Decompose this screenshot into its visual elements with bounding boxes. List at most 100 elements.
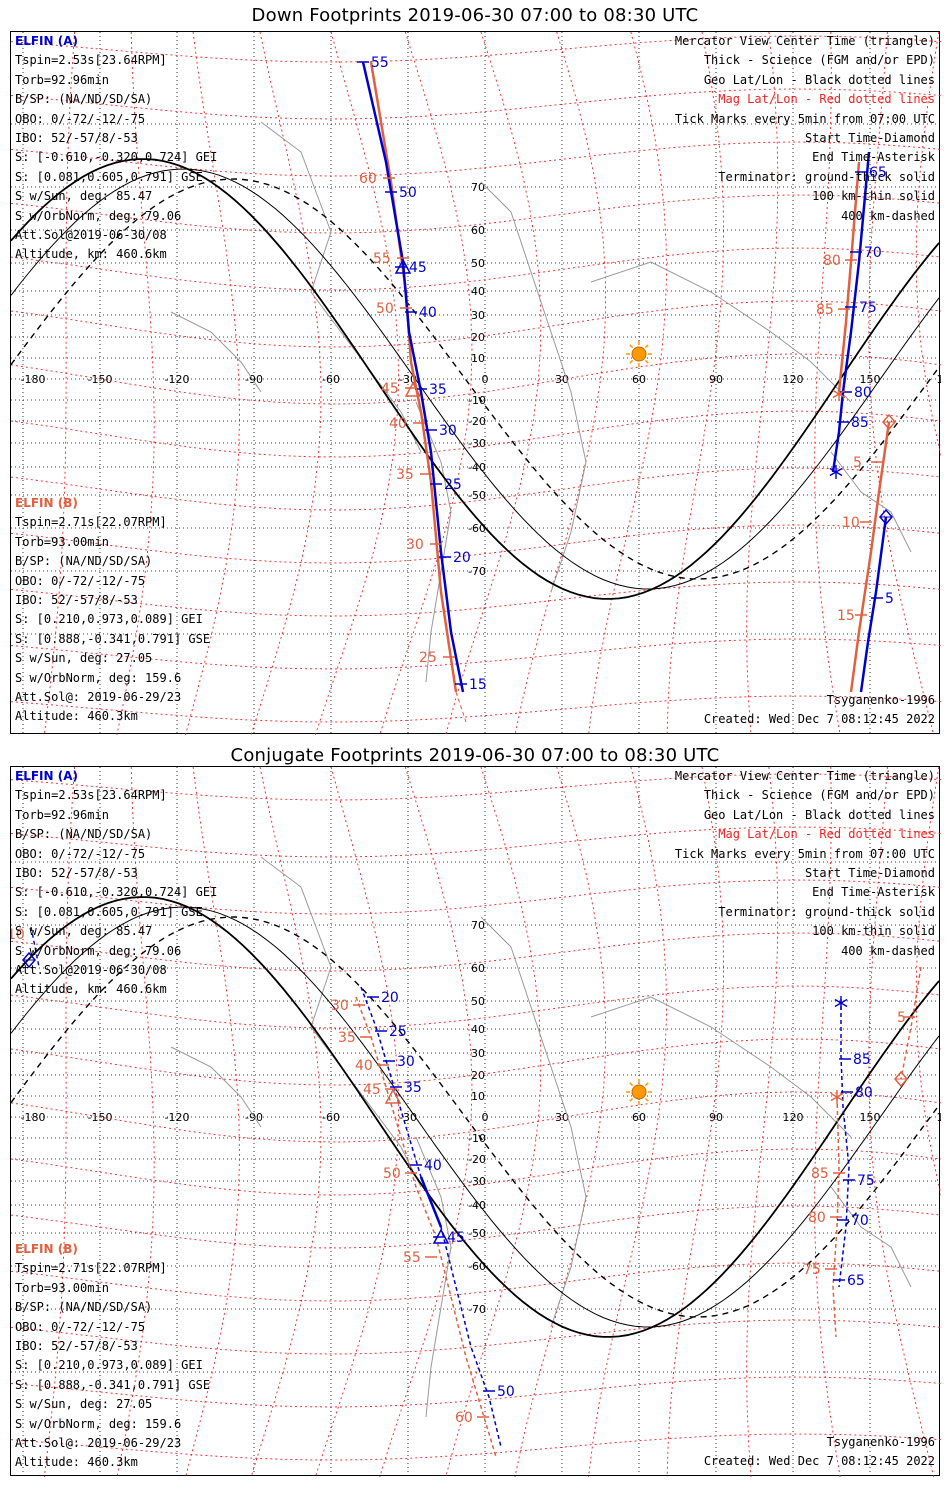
footer-info: Tsyganenko-1996 Created: Wed Dec 7 08:12… [704,1433,935,1471]
elfin-a-header: ELFIN (A) [15,34,78,48]
info-line: Torb=93.00min [15,1280,109,1295]
track-tick-label: 30 [397,1054,415,1070]
info-line: Torb=92.96min [15,72,109,87]
terminator-400km [11,916,940,1318]
legend-line: Thick - Science (FGM and/or EPD) [703,53,935,68]
legend-line: Start Time-Diamond [804,866,935,881]
mag-parallel [11,141,941,177]
track-tick-label: 5 [853,455,862,471]
track-tick-label: 70 [851,1213,869,1229]
lon-label: -60 [322,373,340,386]
lat-label: 70 [471,181,485,194]
sun-ray [644,344,649,349]
lat-label: 70 [471,919,485,932]
mag-parallel [11,985,941,1029]
terminator-400km [11,178,940,580]
model-name: Tsyganenko-1996 [826,693,935,707]
mag-parallel [11,35,941,63]
lon-label: 0 [482,1111,489,1124]
legend-line: 400 km-dashed [841,208,935,223]
track-tick-label: 45 [381,381,399,397]
asterisk-marker [829,467,843,477]
track-tick-label: 25 [389,1024,407,1040]
legend-line: Start Time-Diamond [804,131,935,146]
triangle-marker [432,1228,450,1244]
model-name: Tsyganenko-1996 [826,1435,935,1449]
footer-info: Tsyganenko-1996 Created: Wed Dec 7 08:12… [704,691,935,729]
track-tick-label: 10 [842,515,860,531]
track-tick-label: 50 [383,1166,401,1182]
sun-ray [629,359,634,364]
track-tick-label: 75 [803,1262,821,1278]
elfin-b-track [849,421,891,693]
info-line: S w/Sun, deg: 85.47 [15,924,153,939]
legend-line: Thick - Science (FGM and/or EPD) [703,788,935,803]
elfin-b-info: ELFIN (B) Tspin=2.71s[22.07RPM] Torb=93.… [15,1240,210,1473]
info-line: S: [-0.610,-0.320,0.724] GEI [15,885,218,900]
conjugate-footprints-panel: Conjugate Footprints 2019-06-30 07:00 to… [0,740,950,1500]
track-tick-label: 40 [355,1058,373,1074]
created-stamp: Created: Wed Dec 7 08:12:45 2022 [703,1454,935,1468]
info-line: IBO: 52/-57/8/-53 [15,131,138,146]
diamond-marker [882,413,896,431]
lon-label: 90 [709,373,723,386]
panel-title: Conjugate Footprints 2019-06-30 07:00 to… [230,745,720,766]
mag-parallel [11,194,941,234]
legend-line: End Time-Asterisk [812,885,935,900]
lat-label: 20 [471,1069,485,1082]
lat-label: -40 [468,1199,486,1212]
track-tick-label: 55 [373,251,391,267]
footprint-map: -180-150-120-90-60-300306090120150180706… [11,767,941,1477]
lon-label: -120 [165,1111,190,1124]
lat-label: -50 [468,1227,486,1240]
lon-label: -180 [21,1111,46,1124]
info-line: Tspin=2.53s[23.64RPM] [15,788,167,803]
lon-label: 90 [709,1111,723,1124]
lon-label: 180 [937,373,942,386]
elfin-a-info: ELFIN (A) Tspin=2.53s[23.64RPM] Torb=92.… [15,32,217,265]
lat-label: -20 [468,415,486,428]
asterisk-marker [834,998,848,1008]
info-line: OBO: 0/-72/-12/-75 [15,1319,146,1334]
legend-line: 400 km-dashed [841,943,935,958]
lat-label: 10 [471,352,485,365]
track-tick-label: 85 [816,302,834,318]
track-tick-label: 80 [855,1085,873,1101]
info-line: IBO: 52/-57/8/-53 [15,593,138,608]
mag-meridian [379,32,473,735]
mag-meridian [666,32,725,735]
track-tick-label: 50 [376,301,394,317]
track-tick-label: 50 [497,1384,515,1400]
mag-meridian [185,767,240,1477]
triangle-marker [384,1088,402,1104]
mag-meridian [445,32,542,735]
footprint-map: -180-150-120-90-60-300306090120150180706… [11,32,941,735]
track-tick-label: 50 [399,185,417,201]
terminator-100km [11,168,940,590]
elfin-b-header: ELFIN (B) [15,1242,78,1256]
terminator-ground [11,158,940,600]
track-tick-label: 30 [406,537,424,553]
legend-line: Mag Lat/Lon - Red dotted lines [718,92,935,107]
lat-label: -60 [468,522,486,535]
track-tick-label: 25 [444,477,462,493]
mag-parallel [11,773,941,801]
mag-parallel [11,1205,941,1249]
track-tick-label: 60 [455,1410,473,1426]
mag-parallel [11,410,941,458]
track-tick-label: 35 [404,1080,422,1096]
mag-parallel [11,638,941,670]
track-tick-label: 80 [823,253,841,269]
info-line: S w/OrbNorm, deg: 79.06 [15,208,182,223]
track-tick-label: 45 [409,260,427,276]
asterisk-marker [832,389,846,399]
track-tick-label: 5 [885,591,894,607]
lat-label: -30 [468,437,486,450]
lat-label: -70 [468,1303,486,1316]
sun-ray [629,1082,634,1087]
mag-meridian [250,32,322,735]
coastline [415,401,452,683]
coastline [480,916,587,1328]
info-line: Tspin=2.53s[23.64RPM] [15,53,167,68]
track-tick-label: 40 [419,305,437,321]
